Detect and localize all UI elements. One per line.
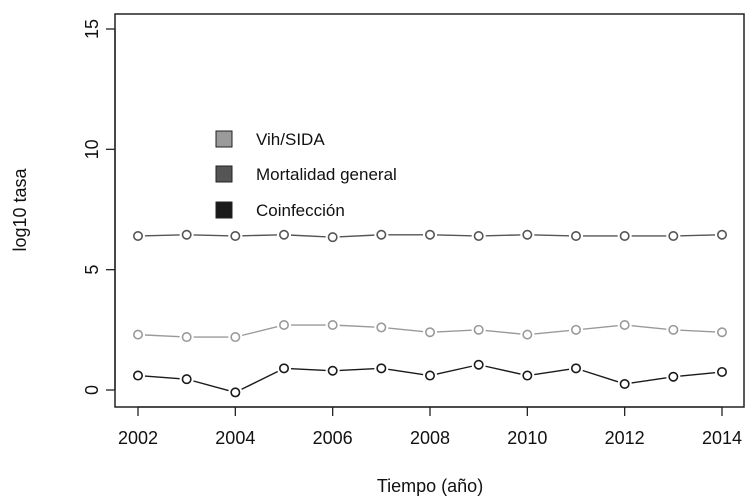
- series-segment-mortalidad-general: [290, 234, 326, 238]
- data-point-vih-sida: [230, 332, 241, 343]
- data-point-coinfeccion: [473, 359, 484, 370]
- data-point-vih-sida: [522, 329, 533, 340]
- data-point-coinfeccion: [376, 363, 387, 374]
- x-axis: 2002 2004 2006 2008 2010 2012 2014: [118, 406, 742, 448]
- series-segment-coinfeccion: [582, 369, 619, 383]
- data-point-mortalidad-general: [133, 230, 144, 241]
- series-segment-coinfeccion: [436, 365, 472, 375]
- data-point-mortalidad-general: [424, 229, 435, 240]
- data-point-vih-sida: [570, 324, 581, 335]
- series-segment-coinfeccion: [680, 371, 716, 377]
- x-tick-label: 2002: [118, 428, 158, 448]
- data-point-coinfeccion: [230, 387, 241, 398]
- series-segment-coinfeccion: [631, 377, 667, 384]
- series-segment-coinfeccion: [290, 367, 326, 372]
- data-point-coinfeccion: [619, 378, 630, 389]
- x-tick-label: 2014: [702, 428, 742, 448]
- data-point-coinfeccion: [570, 363, 581, 374]
- x-tick-label: 2004: [215, 428, 255, 448]
- legend: Vih/SIDA Mortalidad general Coinfección: [215, 130, 397, 220]
- data-point-mortalidad-general: [278, 229, 289, 240]
- series-segment-coinfeccion: [534, 368, 570, 376]
- x-tick-label: 2010: [507, 428, 547, 448]
- series-segment-vih-sida: [680, 329, 716, 333]
- data-point-coinfeccion: [522, 370, 533, 381]
- data-point-coinfeccion: [327, 365, 338, 376]
- data-point-coinfeccion: [424, 370, 435, 381]
- series-segment-vih-sida: [534, 329, 570, 335]
- legend-swatch-mortalidad-general: [215, 165, 233, 183]
- data-point-vih-sida: [133, 329, 144, 340]
- data-point-vih-sida: [473, 324, 484, 335]
- series-segment-mortalidad-general: [339, 234, 375, 238]
- data-point-vih-sida: [327, 320, 338, 331]
- series-coinfeccion: [133, 359, 727, 398]
- series-segment-mortalidad-general: [534, 234, 570, 237]
- legend-swatch-coinfeccion: [215, 201, 233, 219]
- series-segment-coinfeccion: [339, 367, 375, 372]
- series-segment-coinfeccion: [388, 368, 424, 376]
- series-segment-coinfeccion: [193, 380, 229, 392]
- series-vih-sida: [133, 320, 727, 343]
- x-tick-label: 2008: [410, 428, 450, 448]
- series-segment-vih-sida: [582, 325, 618, 330]
- data-point-coinfeccion: [181, 374, 192, 385]
- series-segment-vih-sida: [485, 329, 521, 335]
- data-point-mortalidad-general: [376, 229, 387, 240]
- legend-swatch-vih-sida: [215, 130, 233, 148]
- series-segment-mortalidad-general: [193, 234, 229, 237]
- legend-label-vih-sida: Vih/SIDA: [256, 130, 325, 149]
- series-segment-vih-sida: [339, 324, 375, 328]
- series-segment-vih-sida: [144, 334, 180, 338]
- legend-label-mortalidad-general: Mortalidad general: [256, 165, 397, 184]
- data-point-mortalidad-general: [570, 230, 581, 241]
- series-segment-coinfeccion: [144, 375, 180, 380]
- data-point-vih-sida: [716, 327, 727, 338]
- series-segment-coinfeccion: [485, 365, 521, 375]
- series-mortalidad-general: [133, 229, 727, 243]
- series-segment-mortalidad-general: [242, 234, 278, 237]
- series-segment-vih-sida: [241, 326, 278, 337]
- data-point-vih-sida: [668, 324, 679, 335]
- series-segment-vih-sida: [436, 329, 472, 333]
- y-tick-label: 0: [82, 385, 102, 395]
- data-point-mortalidad-general: [522, 229, 533, 240]
- legend-label-coinfeccion: Coinfección: [256, 201, 345, 220]
- plot-frame: [114, 13, 745, 408]
- data-point-mortalidad-general: [181, 229, 192, 240]
- data-point-coinfeccion: [716, 366, 727, 377]
- data-point-mortalidad-general: [716, 229, 727, 240]
- data-point-vih-sida: [278, 320, 289, 331]
- data-point-vih-sida: [424, 327, 435, 338]
- data-point-mortalidad-general: [619, 230, 630, 241]
- data-point-mortalidad-general: [230, 230, 241, 241]
- data-point-vih-sida: [376, 322, 387, 333]
- series-segment-mortalidad-general: [436, 234, 472, 237]
- data-point-coinfeccion: [668, 371, 679, 382]
- data-point-coinfeccion: [133, 370, 144, 381]
- data-point-vih-sida: [181, 332, 192, 343]
- data-point-coinfeccion: [278, 363, 289, 374]
- x-tick-label: 2012: [605, 428, 645, 448]
- data-point-mortalidad-general: [473, 230, 484, 241]
- y-tick-label: 10: [82, 139, 102, 159]
- series-layer: [133, 229, 727, 398]
- series-segment-coinfeccion: [241, 370, 279, 390]
- x-axis-label: Tiempo (año): [377, 476, 483, 496]
- y-tick-label: 5: [82, 265, 102, 275]
- data-point-mortalidad-general: [668, 230, 679, 241]
- series-segment-vih-sida: [388, 327, 424, 333]
- series-segment-mortalidad-general: [144, 234, 180, 237]
- data-point-vih-sida: [619, 320, 630, 331]
- y-axis: 0 5 10 15: [82, 19, 116, 395]
- series-segment-mortalidad-general: [680, 234, 716, 237]
- x-tick-label: 2006: [313, 428, 353, 448]
- data-point-mortalidad-general: [327, 232, 338, 243]
- series-segment-vih-sida: [631, 325, 667, 330]
- y-tick-label: 15: [82, 19, 102, 39]
- y-axis-label: log10 tasa: [10, 167, 30, 251]
- series-segment-mortalidad-general: [485, 234, 521, 237]
